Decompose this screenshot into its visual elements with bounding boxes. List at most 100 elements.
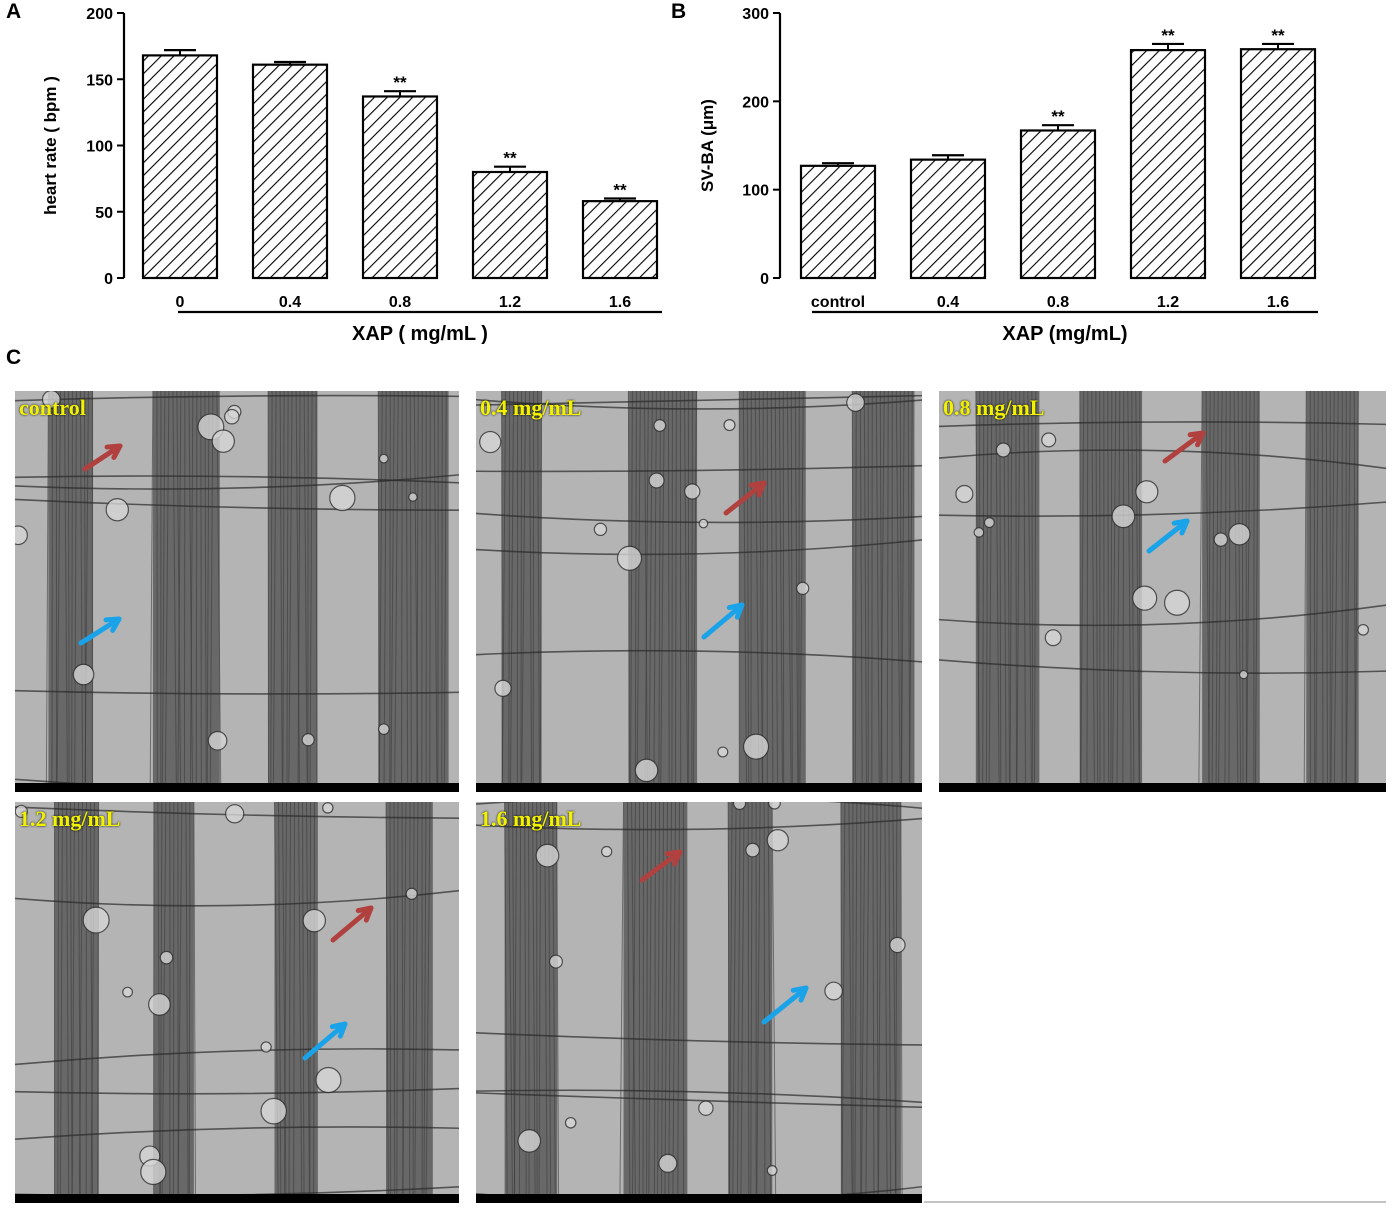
vesicle bbox=[1111, 504, 1136, 529]
myofibril-band bbox=[1198, 391, 1260, 792]
micrograph-label: 0.4 mg/mL bbox=[480, 395, 582, 420]
vesicle bbox=[717, 746, 729, 758]
vesicle bbox=[795, 581, 810, 596]
myofibril-band bbox=[53, 802, 100, 1203]
bar bbox=[1129, 48, 1207, 280]
vesicle bbox=[768, 802, 781, 810]
y-tick-label: 50 bbox=[95, 205, 113, 222]
vesicle bbox=[889, 936, 906, 954]
bar bbox=[141, 54, 219, 280]
vesicle bbox=[634, 758, 659, 783]
vesicle bbox=[1135, 480, 1159, 504]
significance-label: ** bbox=[1161, 26, 1175, 45]
y-tick-label: 100 bbox=[742, 183, 769, 200]
x-tick-label: 1.2 bbox=[1157, 294, 1179, 311]
micrograph-label: 1.6 mg/mL bbox=[480, 806, 582, 831]
micrograph-0-8: 0.8 mg/mL bbox=[939, 391, 1386, 792]
vesicle bbox=[766, 1165, 778, 1177]
z-line bbox=[15, 889, 459, 907]
bar bbox=[909, 158, 987, 280]
z-line bbox=[476, 817, 922, 831]
x-axis-label: XAP ( mg/mL ) bbox=[352, 323, 488, 345]
vesicle bbox=[535, 843, 560, 868]
scale-bar bbox=[476, 783, 922, 792]
vesicle bbox=[72, 663, 95, 686]
myofibril-band bbox=[1079, 391, 1143, 792]
significance-label: ** bbox=[1271, 26, 1285, 45]
vesicle bbox=[723, 419, 736, 432]
vesicle bbox=[653, 419, 667, 433]
y-tick-label: 0 bbox=[760, 271, 769, 288]
x-tick-label: 0.4 bbox=[937, 294, 959, 311]
vesicle bbox=[225, 804, 245, 824]
vesicle bbox=[159, 950, 174, 965]
x-tick-label: 1.6 bbox=[609, 294, 631, 311]
myofibril-band bbox=[840, 802, 903, 1203]
y-tick-label: 150 bbox=[86, 72, 113, 89]
micrograph-image bbox=[476, 391, 922, 792]
y-tick-label: 300 bbox=[742, 6, 769, 23]
micrograph-0-4: 0.4 mg/mL bbox=[476, 391, 922, 792]
vesicle bbox=[1357, 623, 1370, 636]
vesicle bbox=[564, 1116, 577, 1129]
blue-arrow bbox=[78, 616, 122, 646]
vesicle bbox=[648, 472, 665, 489]
vesicle bbox=[995, 442, 1011, 458]
micrograph-image bbox=[939, 391, 1386, 792]
significance-label: ** bbox=[613, 181, 627, 200]
scale-bar bbox=[476, 1194, 922, 1203]
vesicle bbox=[745, 842, 761, 858]
bar bbox=[361, 95, 439, 280]
red-arrow bbox=[639, 849, 683, 883]
vesicle bbox=[479, 430, 502, 454]
z-line bbox=[15, 394, 459, 402]
myofibril-band bbox=[619, 802, 688, 1203]
red-arrow bbox=[1162, 430, 1206, 464]
vesicle bbox=[224, 408, 240, 425]
micrograph-image bbox=[15, 391, 459, 792]
vesicle bbox=[732, 802, 747, 811]
vesicle bbox=[824, 981, 844, 1001]
myofibril-band bbox=[267, 391, 318, 792]
vesicle bbox=[148, 993, 171, 1016]
z-line bbox=[476, 539, 922, 556]
vesicle bbox=[1238, 669, 1249, 680]
x-tick-label: 0.8 bbox=[1047, 294, 1069, 311]
myofibril-band bbox=[1303, 391, 1359, 792]
vesicle bbox=[698, 518, 709, 529]
z-line bbox=[939, 421, 1386, 428]
divider-line bbox=[924, 1201, 1386, 1203]
z-line bbox=[15, 475, 459, 484]
red-arrow bbox=[82, 443, 123, 472]
y-axis-label: heart rate ( bpm ) bbox=[41, 76, 60, 215]
myofibril-band bbox=[975, 391, 1040, 792]
vesicle bbox=[955, 484, 974, 504]
y-axis-label: SV-BA (μm) bbox=[698, 99, 717, 192]
z-line bbox=[476, 802, 922, 809]
z-line bbox=[939, 659, 1386, 674]
blue-arrow bbox=[302, 1021, 348, 1061]
micrograph-1-2: 1.2 mg/mL bbox=[15, 802, 459, 1203]
sv-ba-bar-chart: 0 100 200 300 SV-BA (μm) control 0.4 ** 0.8 ** 1.2… bbox=[698, 6, 1318, 345]
vesicle bbox=[658, 1153, 678, 1173]
bar bbox=[799, 164, 877, 280]
z-line bbox=[15, 1048, 459, 1066]
vesicle bbox=[593, 522, 608, 537]
x-tick-label: 1.2 bbox=[499, 294, 521, 311]
vesicle bbox=[260, 1097, 288, 1125]
z-line bbox=[15, 1126, 459, 1141]
x-tick-label: 1.6 bbox=[1267, 294, 1289, 311]
myofibril-band bbox=[738, 391, 806, 792]
scale-bar bbox=[15, 783, 459, 792]
vesicle bbox=[207, 730, 228, 751]
vesicle bbox=[683, 483, 701, 500]
myofibril-band bbox=[152, 802, 196, 1203]
vesicle bbox=[973, 527, 985, 538]
y-tick-label: 0 bbox=[104, 271, 113, 288]
panel-a-letter: A bbox=[6, 0, 22, 23]
micrograph-label: 1.2 mg/mL bbox=[19, 806, 121, 831]
vesicle bbox=[517, 1129, 542, 1153]
vesicle bbox=[140, 1158, 167, 1186]
vesicle bbox=[766, 829, 789, 852]
vesicle bbox=[846, 393, 866, 413]
